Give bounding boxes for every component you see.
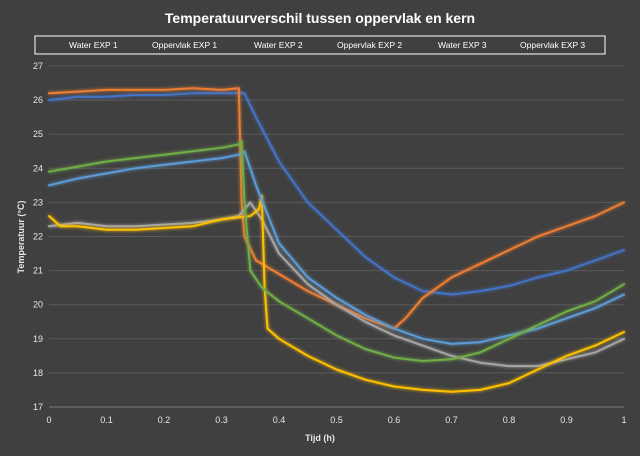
y-tick-label: 17 (33, 402, 43, 412)
legend-entry-label: Water EXP 3 (438, 40, 487, 50)
y-tick-label: 25 (33, 129, 43, 139)
legend-entry-label: Water EXP 2 (254, 40, 303, 50)
y-tick-label: 18 (33, 368, 43, 378)
x-tick-label: 0.5 (330, 415, 343, 425)
legend-entry-label: Oppervlak EXP 1 (152, 40, 217, 50)
series-line-water-exp-3 (48, 150, 625, 345)
x-tick-labels: 0 0.1 0.2 0.3 0.4 0.5 0.6 0.7 0.8 0.9 1 (46, 415, 626, 425)
x-tick-label: 0.1 (100, 415, 113, 425)
y-tick-label: 27 (33, 61, 43, 71)
x-tick-label: 0.4 (273, 415, 286, 425)
y-tick-label: 21 (33, 266, 43, 276)
legend-box (34, 35, 606, 55)
series-line-oppervlak-exp-2 (48, 194, 625, 393)
series-line-water-exp-1 (48, 92, 625, 296)
legend-entry-label: Oppervlak EXP 2 (337, 40, 402, 50)
y-tick-label: 20 (33, 300, 43, 310)
y-tick-labels: 17 18 19 20 21 22 23 24 25 26 27 (33, 61, 43, 412)
legend-entry-label: Water EXP 1 (69, 40, 118, 50)
x-tick-label: 0.6 (388, 415, 401, 425)
chart-title: Temperatuurverschil tussen oppervlak en … (165, 10, 475, 26)
x-axis-label: Tijd (h) (305, 433, 335, 443)
x-tick-label: 0.2 (158, 415, 171, 425)
x-tick-label: 0.3 (215, 415, 228, 425)
series-line-oppervlak-exp-1 (48, 87, 625, 330)
x-tick-label: 1 (621, 415, 626, 425)
y-axis-label: Temperatuur (°C) (16, 201, 26, 274)
y-tick-label: 19 (33, 334, 43, 344)
legend: Water EXP 1 Oppervlak EXP 1 Water EXP 2 Opp… (42, 40, 585, 50)
y-tick-label: 24 (33, 163, 43, 173)
x-tick-label: 0.9 (560, 415, 573, 425)
x-tick-label: 0 (46, 415, 51, 425)
y-tick-label: 26 (33, 95, 43, 105)
gridlines (49, 65, 624, 408)
y-tick-label: 23 (33, 197, 43, 207)
y-tick-label: 22 (33, 232, 43, 242)
series-lines (48, 87, 625, 393)
legend-entry-label: Oppervlak EXP 3 (520, 40, 585, 50)
x-tick-label: 0.7 (445, 415, 458, 425)
series-line-water-exp-2 (48, 201, 625, 368)
x-tick-label: 0.8 (503, 415, 516, 425)
series-line-oppervlak-exp-3 (48, 140, 625, 362)
